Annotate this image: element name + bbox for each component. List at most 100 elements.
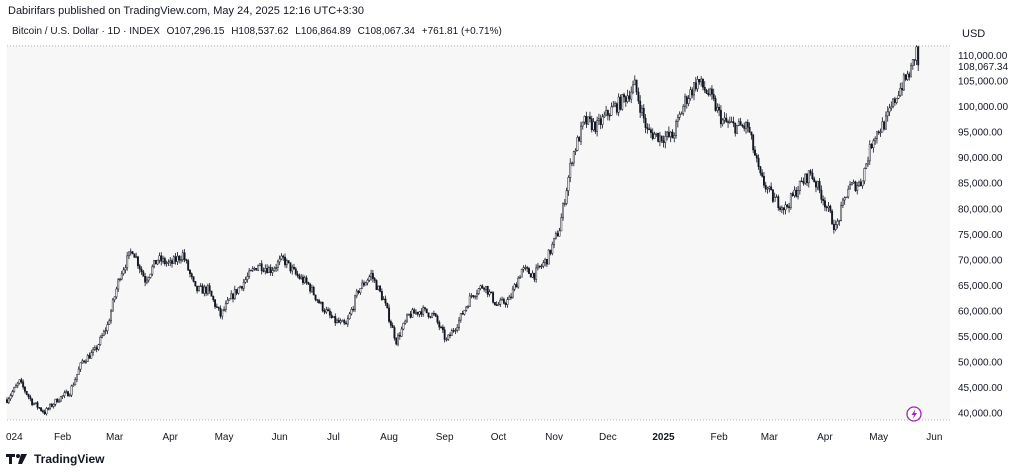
- tradingview-brand[interactable]: TradingView: [6, 452, 104, 466]
- candle: [782, 207, 785, 215]
- candle: [893, 96, 896, 106]
- candle: [447, 334, 450, 341]
- x-tick-label: 024: [6, 432, 23, 443]
- x-tick-label: Oct: [491, 432, 507, 443]
- candle: [666, 130, 669, 141]
- symbol-label[interactable]: Bitcoin / U.S. Dollar · 1D · INDEX: [12, 26, 160, 37]
- candle: [545, 258, 548, 267]
- candle: [50, 402, 53, 408]
- candle: [154, 260, 157, 265]
- candle: [440, 325, 443, 329]
- candle: [865, 162, 868, 170]
- candle: [289, 262, 292, 274]
- candle: [312, 285, 315, 296]
- candle: [135, 252, 138, 259]
- candle: [524, 264, 527, 271]
- y-tick-label: 90,000.00: [958, 153, 1003, 164]
- candle: [253, 266, 256, 271]
- candle: [267, 265, 270, 274]
- candle: [565, 187, 568, 206]
- y-tick-label: 80,000.00: [958, 204, 1003, 215]
- candle: [196, 285, 199, 294]
- candle: [913, 59, 916, 66]
- candle: [823, 197, 826, 212]
- low-value: L106,864.89: [295, 26, 351, 37]
- candle: [452, 328, 455, 333]
- candle: [113, 296, 116, 303]
- candle: [716, 103, 719, 113]
- candle: [739, 117, 742, 126]
- candle: [544, 257, 547, 267]
- candle: [762, 171, 765, 188]
- candle: [258, 263, 261, 267]
- lightning-icon[interactable]: [906, 406, 922, 422]
- candle: [836, 218, 839, 229]
- candle: [264, 264, 267, 275]
- candle: [212, 295, 215, 303]
- candle: [906, 70, 909, 81]
- candle: [90, 349, 93, 359]
- candle: [368, 274, 371, 282]
- candle: [269, 264, 272, 276]
- candle: [151, 264, 154, 277]
- candle: [599, 114, 602, 130]
- candle: [513, 283, 516, 292]
- candle: [76, 374, 78, 383]
- candle: [413, 307, 416, 314]
- candle: [653, 131, 656, 139]
- candle: [501, 296, 504, 301]
- plot-area[interactable]: [7, 45, 950, 420]
- candle: [504, 301, 507, 308]
- candle: [418, 311, 421, 318]
- candle: [745, 121, 747, 134]
- currency-label[interactable]: USD: [962, 28, 985, 40]
- candle: [129, 248, 132, 256]
- candle: [362, 280, 365, 287]
- tradingview-logo-icon: [6, 454, 27, 464]
- candle: [354, 294, 356, 313]
- candle: [187, 259, 190, 271]
- candle: [693, 82, 695, 101]
- candle: [97, 343, 100, 351]
- candle: [780, 205, 783, 214]
- candle: [709, 87, 712, 97]
- open-value: O107,296.15: [166, 26, 225, 37]
- candle: [278, 255, 281, 266]
- candle: [375, 279, 378, 290]
- candle: [395, 337, 398, 346]
- candle: [797, 186, 799, 200]
- candle: [434, 312, 437, 318]
- candle: [816, 180, 819, 191]
- candle: [520, 268, 523, 278]
- candle: [556, 230, 559, 237]
- candle: [25, 390, 28, 396]
- candle: [764, 181, 767, 193]
- candle: [707, 88, 710, 97]
- candle: [72, 382, 75, 387]
- candle: [282, 254, 285, 261]
- candle: [176, 252, 179, 265]
- candle: [483, 287, 486, 292]
- candle: [136, 255, 139, 269]
- candle: [784, 201, 787, 215]
- candle: [330, 311, 333, 319]
- candle: [881, 117, 884, 133]
- y-tick-label: 65,000.00: [958, 281, 1003, 292]
- candle: [314, 294, 317, 302]
- candle: [467, 305, 469, 309]
- candle: [400, 326, 403, 337]
- candle: [594, 121, 597, 135]
- candle: [868, 140, 871, 165]
- candle: [86, 353, 89, 362]
- candle: [88, 352, 91, 359]
- x-tick-label: Mar: [106, 432, 124, 443]
- candle: [52, 403, 55, 409]
- candle: [145, 276, 148, 285]
- candle: [479, 284, 482, 291]
- candle: [79, 362, 82, 373]
- candle: [402, 322, 405, 331]
- candle: [459, 313, 462, 323]
- price-axis[interactable]: [950, 20, 1024, 425]
- candle: [614, 101, 617, 108]
